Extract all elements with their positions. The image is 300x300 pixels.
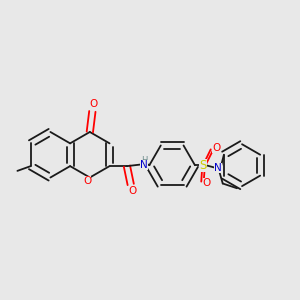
Text: O: O — [83, 176, 92, 186]
Text: S: S — [199, 159, 206, 172]
Text: O: O — [128, 186, 137, 197]
Text: N: N — [214, 163, 222, 173]
Text: O: O — [212, 143, 220, 153]
Text: N: N — [140, 160, 148, 170]
Text: O: O — [203, 178, 211, 188]
Text: O: O — [89, 100, 98, 110]
Text: H: H — [141, 156, 148, 165]
